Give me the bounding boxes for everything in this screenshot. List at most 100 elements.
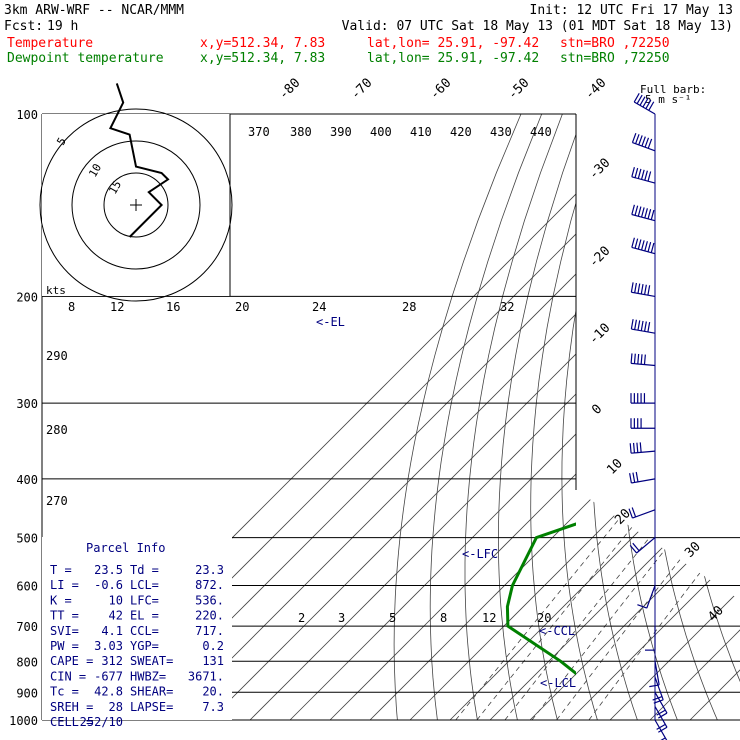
isotherm-line — [569, 114, 740, 720]
parcel-info-value: 717. — [195, 624, 224, 638]
fcst-value: 19 h — [47, 19, 78, 34]
parcel-info-value: LCL= — [130, 578, 159, 592]
parcel-info-value: CCL= — [130, 624, 159, 638]
isotherm-label-top: -60 — [427, 76, 454, 103]
dry-adiabat-line — [561, 114, 625, 720]
isotherm-line — [529, 114, 740, 720]
mixing-ratio-line — [504, 478, 697, 720]
parcel-info-value: 20. — [202, 685, 224, 699]
ccl-marker: <-CCL — [539, 624, 575, 638]
parcel-info-value: LI = — [50, 578, 79, 592]
parcel-info-value: 312 — [101, 654, 123, 668]
parcel-info-value: SHEAR= — [130, 685, 173, 699]
wind-barb — [645, 626, 656, 651]
hodograph-center — [130, 199, 142, 211]
isotherm-line — [249, 114, 740, 720]
temperature-legend: Temperature — [7, 36, 93, 51]
pressure-label: 500 — [16, 532, 38, 546]
parcel-info-value: T = — [50, 563, 72, 577]
theta-label: 440 — [530, 125, 552, 139]
parcel-info-value: 3671. — [188, 669, 224, 683]
mixing-ratio-line — [556, 478, 740, 720]
isotherm-label-top: -40 — [582, 76, 609, 103]
theta-label: 430 — [490, 125, 512, 139]
parcel-info-value: HWBZ= — [130, 669, 166, 683]
pressure-label: 700 — [16, 620, 38, 634]
parcel-info-value: Td = — [130, 563, 159, 577]
parcel-info-value: LAPSE= — [130, 700, 173, 714]
dry-adiabat-line — [620, 114, 678, 720]
theta-label-left: 270 — [46, 494, 68, 508]
pressure-label: 600 — [16, 580, 38, 594]
theta-label: 380 — [290, 125, 312, 139]
theta-label-left: 290 — [46, 349, 68, 363]
mixing-ratio-label: 8 — [68, 300, 75, 314]
wind-barb — [629, 537, 656, 554]
wind-barb — [633, 93, 656, 115]
parcel-info-value: PW = — [50, 639, 79, 653]
mixing-ratio-label: 24 — [312, 300, 326, 314]
wind-barbs — [628, 93, 668, 740]
dry-adiabat-line — [429, 114, 543, 720]
dewpoint-legend: Dewpoint temperature — [7, 51, 164, 66]
hodograph-ring — [103, 172, 169, 238]
theta-label-left: 280 — [46, 423, 68, 437]
lcl-marker: <-LCL — [540, 676, 576, 690]
pressure-label: 100 — [16, 108, 38, 122]
parcel-info-value: 10 — [109, 593, 123, 607]
temperature-latlon: lat,lon= 25.91, -97.42 — [367, 36, 539, 51]
parcel-info-value: 23.5 — [94, 563, 123, 577]
wind-barb — [630, 282, 656, 298]
theta-label: 420 — [450, 125, 472, 139]
parcel-info-value: 28 — [109, 700, 123, 714]
parcel-info-value: TT = — [50, 609, 79, 623]
dry-adiabat-line — [649, 114, 718, 720]
dry-adiabat-line — [464, 114, 563, 720]
parcel-info-value: 536. — [195, 593, 224, 607]
parcel-info-value: 42.8 — [94, 685, 123, 699]
wind-barb — [631, 204, 656, 222]
hodograph-units-label: kts — [46, 284, 66, 297]
parcel-info-value: SWEAT= — [130, 654, 173, 668]
dry-adiabat-line — [703, 114, 740, 720]
parcel-info-value: 4.1 — [101, 624, 123, 638]
isotherm-label-top: -80 — [276, 76, 303, 103]
parcel-info-value: EL = — [130, 609, 159, 623]
wind-barb — [628, 507, 656, 519]
isotherm-label-right: -10 — [586, 321, 613, 348]
isotherm-label-top: -70 — [348, 76, 375, 103]
wind-barb — [630, 319, 656, 334]
theta-label: 410 — [410, 125, 432, 139]
wind-barb — [630, 393, 655, 404]
parcel-info-value: 23.3 — [195, 563, 224, 577]
hodograph-ring-label: 10 — [86, 162, 104, 180]
mixing-ratio-label: 28 — [402, 300, 416, 314]
fcst-label: Fcst: — [4, 19, 43, 34]
mixing-ratio-label-lower: 20 — [537, 611, 551, 625]
init-time: Init: 12 UTC Fri 17 May 13 — [530, 3, 734, 18]
lfc-marker: <-LFC — [462, 547, 498, 561]
profile-temperature — [584, 114, 740, 720]
isotherm-label-right: 30 — [682, 539, 704, 561]
mixing-ratio-label: 32 — [500, 300, 514, 314]
wind-barb — [629, 471, 656, 484]
parcel-info-value: CAPE = — [50, 654, 93, 668]
parcel-info-value: 0.2 — [202, 639, 224, 653]
parcel-info-value: -0.6 — [94, 578, 123, 592]
pressure-label: 300 — [16, 397, 38, 411]
mixing-ratio-label-lower: 3 — [338, 611, 345, 625]
parcel-info-value: YGP= — [130, 639, 159, 653]
isotherm-label-right: 10 — [604, 456, 626, 478]
parcel-info-value: 131 — [202, 654, 224, 668]
dewpoint-stn: stn=BRO ,72250 — [560, 51, 670, 66]
parcel-info-value: 3.03 — [94, 639, 123, 653]
hodograph-ring — [39, 108, 233, 302]
temperature-xy: x,y=512.34, 7.83 — [200, 36, 325, 51]
wind-barb — [631, 237, 656, 255]
isotherm-label-top: -50 — [505, 76, 532, 103]
theta-label: 400 — [370, 125, 392, 139]
parcel-info-value: -677 — [94, 669, 123, 683]
isotherm-line — [649, 114, 740, 720]
parcel-info-value: 220. — [195, 609, 224, 623]
